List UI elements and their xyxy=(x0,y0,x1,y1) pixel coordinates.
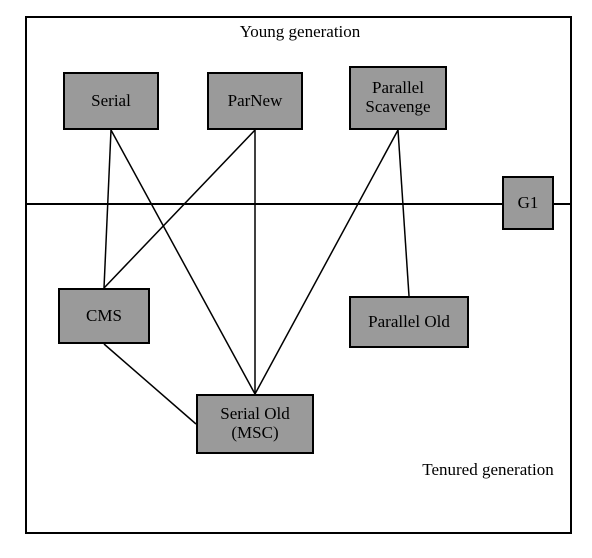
node-serial: Serial xyxy=(63,72,159,130)
node-g1: G1 xyxy=(502,176,554,230)
generation-divider xyxy=(25,203,572,205)
diagram-canvas: Young generation Tenured generation Seri… xyxy=(0,0,592,558)
node-parnew: ParNew xyxy=(207,72,303,130)
node-cms: CMS xyxy=(58,288,150,344)
young-generation-label: Young generation xyxy=(210,22,390,42)
node-parscav: Parallel Scavenge xyxy=(349,66,447,130)
tenured-generation-label: Tenured generation xyxy=(398,460,578,480)
node-serialold: Serial Old (MSC) xyxy=(196,394,314,454)
node-parold: Parallel Old xyxy=(349,296,469,348)
